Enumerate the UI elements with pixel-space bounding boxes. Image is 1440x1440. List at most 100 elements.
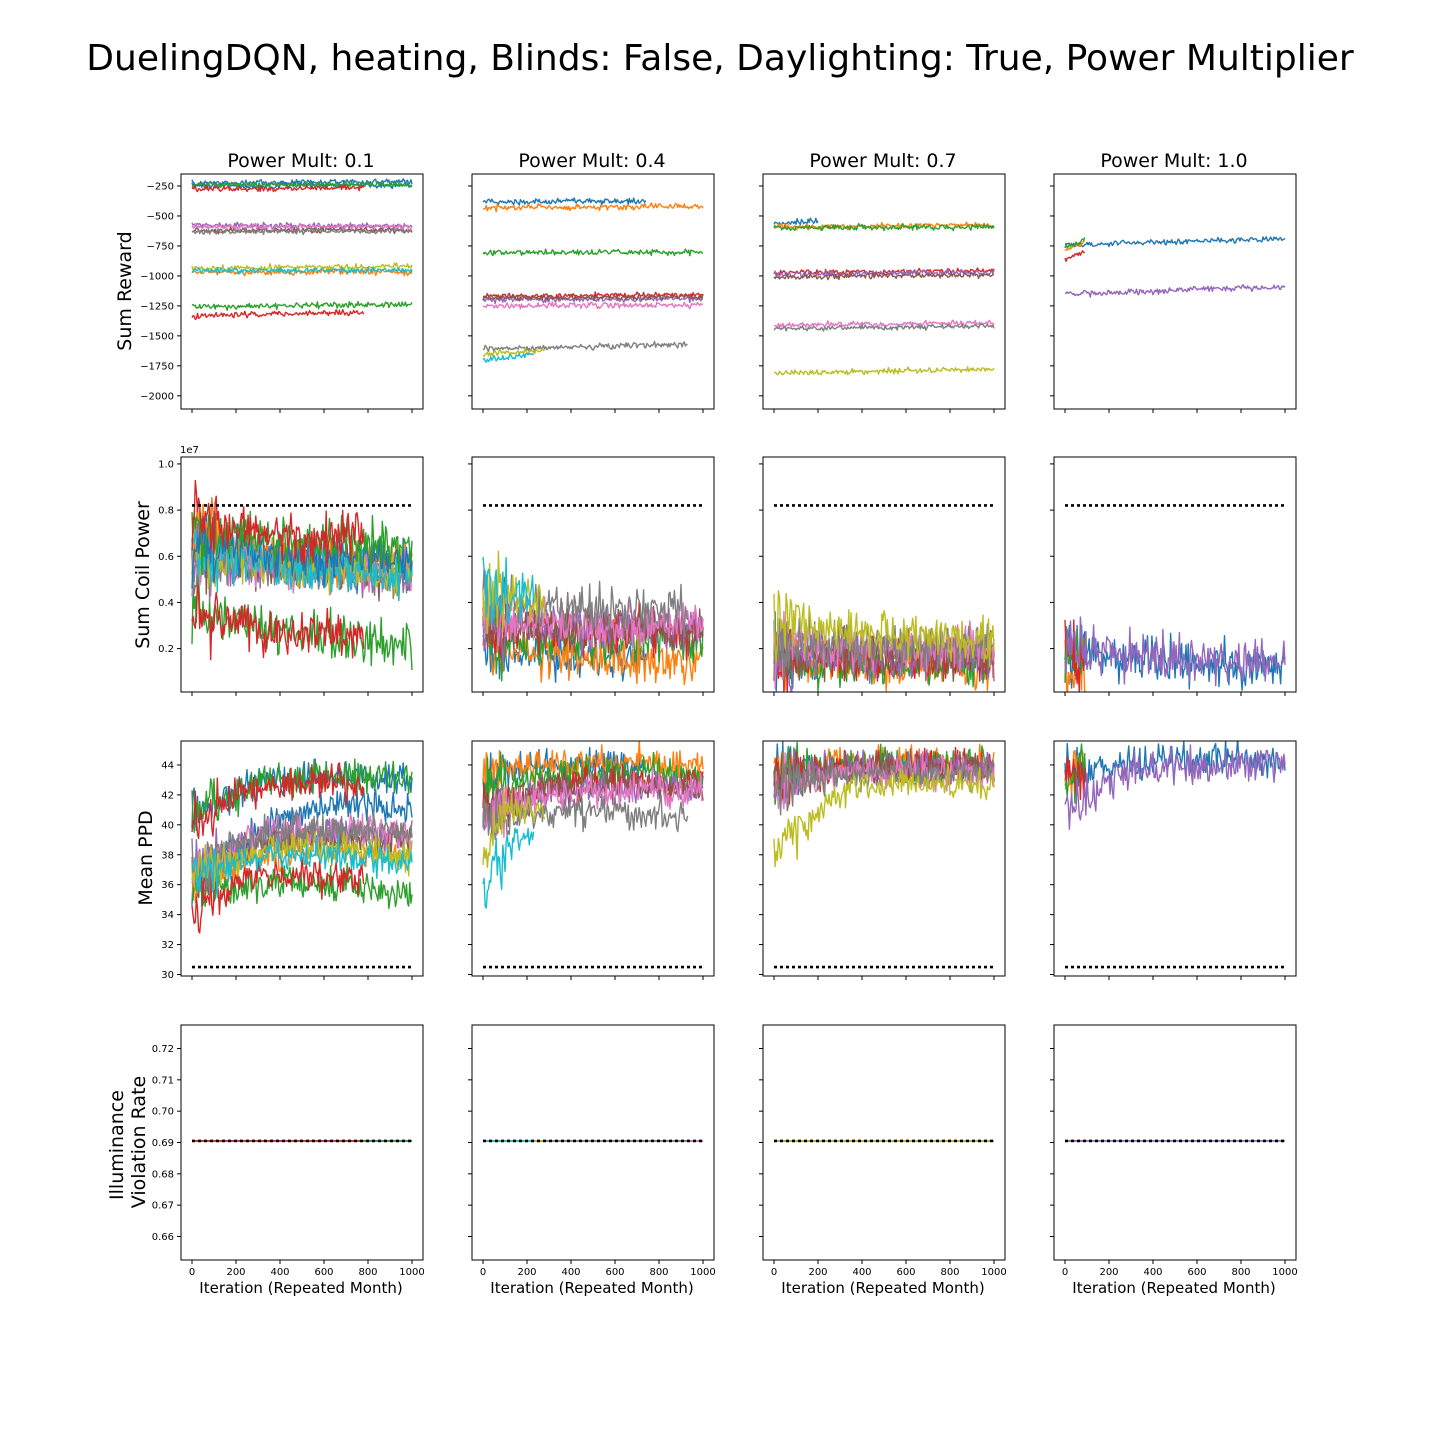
x-tick-label: 800 bbox=[649, 1267, 668, 1278]
subplot bbox=[468, 740, 715, 980]
axes-frame bbox=[180, 1024, 424, 1261]
axes-frame bbox=[471, 1024, 715, 1261]
y-tick-label: 38 bbox=[161, 850, 174, 861]
x-tick-label: 1000 bbox=[981, 1267, 1006, 1278]
series-line bbox=[1064, 284, 1286, 298]
axes-frame bbox=[762, 173, 1006, 410]
y-tick-label: 0.69 bbox=[152, 1138, 174, 1149]
series-line bbox=[773, 267, 995, 277]
subplot: −2000 −1750 −1500 −1250 −1000 −750 −500 −250 bbox=[140, 173, 424, 413]
series-group bbox=[191, 758, 413, 934]
y-tick-label: 34 bbox=[161, 910, 174, 921]
x-tick-label: 1000 bbox=[690, 1267, 715, 1278]
axes-frame bbox=[471, 740, 715, 977]
x-tick-label: 400 bbox=[270, 1267, 289, 1278]
x-axis-label-1: Iteration (Repeated Month) bbox=[199, 1279, 402, 1297]
series-line bbox=[773, 763, 995, 868]
series-line bbox=[482, 827, 535, 909]
series-line bbox=[1064, 756, 1086, 801]
axes-frame bbox=[1053, 740, 1297, 977]
y-tick-label: −1500 bbox=[140, 331, 174, 342]
axes-frame bbox=[1053, 173, 1297, 410]
column-title-4: Power Mult: 1.0 bbox=[1100, 150, 1247, 172]
series-line bbox=[482, 340, 688, 353]
y-tick-label: −250 bbox=[147, 181, 174, 192]
subplot: 0.66 0.67 0.68 0.69 0.70 0.71 0.72 0 200 400 600 80… bbox=[152, 1024, 425, 1278]
row-label-illuminance-violation-rate: Illuminance Violation Rate bbox=[106, 1076, 150, 1208]
y-tick-label: 40 bbox=[161, 820, 174, 831]
series-group bbox=[1064, 741, 1286, 830]
y-tick-label: 0.4 bbox=[158, 598, 174, 609]
x-tick-label: 600 bbox=[1187, 1267, 1206, 1278]
column-title-3: Power Mult: 0.7 bbox=[809, 150, 956, 172]
series-line bbox=[191, 528, 413, 600]
row-label-mean-ppd: Mean PPD bbox=[135, 810, 157, 905]
series-line bbox=[191, 266, 413, 275]
axes-frame bbox=[762, 456, 1006, 693]
x-tick-label: 1000 bbox=[399, 1267, 424, 1278]
row-label-line: Illuminance bbox=[106, 1090, 128, 1200]
series-line bbox=[773, 319, 995, 329]
series-line bbox=[191, 300, 413, 311]
y-tick-label: 0.70 bbox=[152, 1107, 174, 1118]
x-axis-label-3: Iteration (Repeated Month) bbox=[781, 1279, 984, 1297]
axes-frame bbox=[471, 173, 715, 410]
series-group bbox=[191, 479, 413, 671]
series-line bbox=[1064, 636, 1086, 692]
series-line bbox=[482, 202, 704, 213]
series-line bbox=[1064, 237, 1086, 249]
x-tick-label: 600 bbox=[605, 1267, 624, 1278]
subplot bbox=[759, 740, 1006, 980]
series-line bbox=[482, 793, 689, 841]
series-group bbox=[773, 741, 995, 868]
series-line bbox=[1064, 236, 1286, 248]
y-tick-label: 36 bbox=[161, 880, 174, 891]
x-tick-label: 200 bbox=[517, 1267, 536, 1278]
series-line bbox=[191, 506, 413, 575]
axes-frame bbox=[1053, 456, 1297, 693]
y-tick-label: 0.68 bbox=[152, 1169, 174, 1180]
series-line bbox=[482, 197, 647, 206]
y-tick-label: 44 bbox=[161, 760, 174, 771]
axes-frame bbox=[762, 1024, 1006, 1261]
series-line bbox=[773, 751, 995, 816]
series-line bbox=[482, 352, 534, 363]
series-line bbox=[191, 762, 365, 840]
subplot bbox=[468, 456, 715, 696]
series-line bbox=[482, 292, 704, 302]
x-tick-label: 200 bbox=[226, 1267, 245, 1278]
axes-frame bbox=[180, 740, 424, 977]
y-tick-label: 0.6 bbox=[158, 552, 174, 563]
row-label-line: Violation Rate bbox=[128, 1076, 150, 1208]
x-tick-label: 200 bbox=[808, 1267, 827, 1278]
x-tick-label: 1000 bbox=[1272, 1267, 1297, 1278]
series-line bbox=[191, 856, 365, 934]
x-tick-label: 400 bbox=[561, 1267, 580, 1278]
row-label-sum-coil-power: Sum Coil Power bbox=[132, 501, 154, 649]
subplot bbox=[1050, 456, 1297, 696]
series-group bbox=[773, 217, 995, 376]
series-line bbox=[482, 767, 704, 838]
series-line bbox=[191, 183, 365, 193]
x-axis-label-2: Iteration (Repeated Month) bbox=[490, 1279, 693, 1297]
y-tick-label: −1750 bbox=[140, 361, 174, 372]
subplot: 30 32 34 36 38 40 42 44 bbox=[161, 740, 424, 981]
x-tick-label: 800 bbox=[940, 1267, 959, 1278]
x-axis-label-4: Iteration (Repeated Month) bbox=[1072, 1279, 1275, 1297]
series-line bbox=[191, 831, 413, 894]
subplot: 0 200 400 600 800 1000 bbox=[759, 1024, 1007, 1278]
axes-frame bbox=[180, 456, 424, 693]
y-tick-label: 0.72 bbox=[152, 1044, 174, 1055]
series-line bbox=[191, 479, 365, 569]
x-tick-label: 0 bbox=[1062, 1267, 1068, 1278]
series-line bbox=[1064, 250, 1085, 262]
series-line bbox=[773, 222, 995, 232]
y-tick-label: 1.0 bbox=[158, 459, 174, 470]
series-group bbox=[1064, 616, 1286, 692]
series-line bbox=[482, 556, 535, 625]
series-line bbox=[482, 301, 704, 310]
series-line bbox=[773, 626, 995, 683]
x-tick-label: 200 bbox=[1099, 1267, 1118, 1278]
y-tick-label: 0.67 bbox=[152, 1201, 174, 1212]
y-offset-label: 1e7 bbox=[180, 445, 199, 456]
